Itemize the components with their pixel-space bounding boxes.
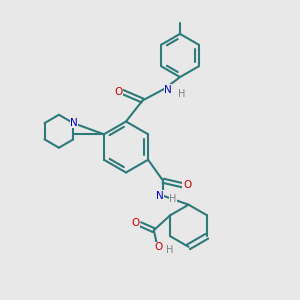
Text: N: N <box>164 85 172 95</box>
Text: H: H <box>178 89 185 99</box>
Text: O: O <box>114 86 123 97</box>
Text: N: N <box>156 191 164 201</box>
Text: H: H <box>166 245 173 255</box>
Text: N: N <box>70 118 78 128</box>
Text: O: O <box>132 218 140 228</box>
Text: O: O <box>154 242 163 252</box>
Text: O: O <box>183 180 191 190</box>
Text: H: H <box>169 194 176 204</box>
